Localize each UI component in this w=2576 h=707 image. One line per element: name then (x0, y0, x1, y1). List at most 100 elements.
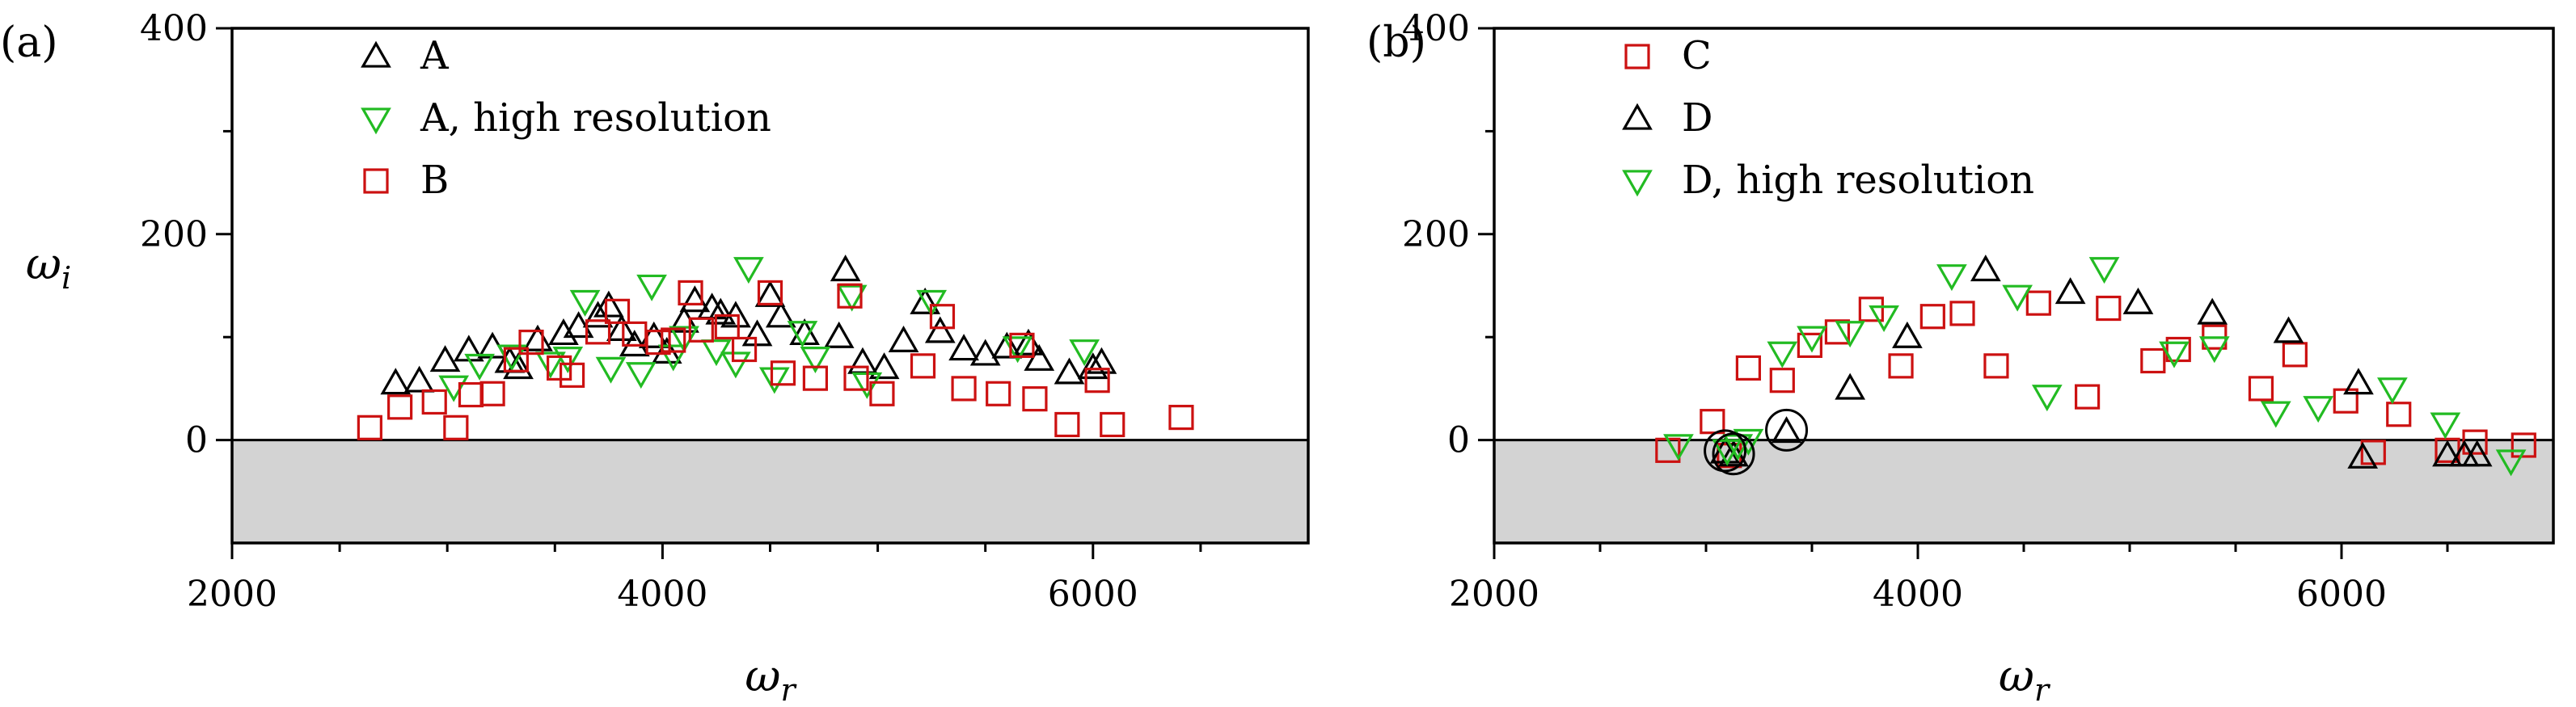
data-point (2347, 441, 2379, 469)
data-point (733, 257, 764, 284)
data-point (1869, 305, 1899, 333)
data-point (2122, 287, 2154, 314)
x-axis-label: ωr (745, 650, 797, 707)
data-point (2282, 342, 2308, 368)
data-point (2140, 347, 2166, 374)
legend-label: B (420, 158, 449, 203)
data-point (593, 290, 624, 318)
legend-marker (361, 40, 391, 68)
data-point (547, 355, 572, 381)
data-point (678, 280, 703, 306)
data-point (2025, 290, 2051, 316)
y-tick-label: 200 (1402, 214, 1470, 255)
data-point (1086, 347, 1117, 374)
data-point (2495, 449, 2527, 477)
data-point (2461, 440, 2493, 467)
data-point (2159, 341, 2190, 368)
data-point (754, 280, 786, 307)
data-point (479, 381, 505, 406)
data-point (1168, 404, 1194, 431)
plot-frame (1493, 27, 2555, 545)
data-point (625, 362, 657, 389)
data-point (2088, 257, 2120, 284)
panel-label: (a) (0, 19, 58, 67)
data-point (2096, 295, 2122, 322)
data-point (705, 297, 737, 325)
data-point (1797, 332, 1822, 358)
data-point (1767, 341, 1798, 368)
legend-marker (363, 168, 389, 194)
data-point (636, 274, 667, 301)
y-tick-label: 200 (140, 214, 208, 255)
data-point (800, 347, 831, 374)
data-point (2377, 377, 2408, 405)
data-point (518, 329, 544, 356)
data-point (802, 365, 829, 391)
data-point (604, 298, 631, 324)
data-point (869, 381, 895, 406)
highlight-circle (1712, 432, 1755, 476)
data-point (991, 331, 1023, 359)
legend-marker (1622, 170, 1653, 197)
data-point (387, 394, 413, 420)
data-point (823, 321, 855, 348)
series-b (357, 280, 1194, 440)
legend-label: A, high resolution (420, 95, 771, 141)
data-point (787, 321, 818, 348)
data-point (1936, 264, 1967, 292)
data-point (830, 255, 861, 282)
y-tick-label: 400 (140, 8, 208, 49)
y-tick-label: 0 (1447, 420, 1470, 461)
data-point (765, 301, 796, 328)
data-point (1054, 357, 1085, 385)
panel-a: 2000 4000 6000 0 200 400 A A, high resolution B (… (0, 8, 1310, 707)
data-point (2031, 385, 2063, 412)
data-point (910, 353, 936, 379)
data-point (951, 376, 977, 402)
data-point (559, 362, 585, 388)
legend-marker (361, 107, 391, 135)
data-point (1009, 332, 1035, 358)
data-point (2386, 402, 2412, 427)
data-point (2432, 440, 2463, 467)
data-point (645, 329, 671, 356)
data-point (661, 327, 686, 353)
data-point (1100, 411, 1125, 438)
panel-label: (b) (1366, 19, 1426, 67)
data-point (2002, 284, 2033, 312)
data-point (548, 318, 579, 346)
x-tick-label: 4000 (1873, 574, 1963, 615)
data-point (2333, 388, 2359, 414)
panel-b: 2000 4000 6000 0 200 400 CD D, high resolution (… (1366, 8, 2555, 707)
data-point (1970, 255, 2001, 282)
data-point (2260, 401, 2291, 428)
data-point (1919, 304, 1945, 330)
data-point (1835, 372, 1866, 400)
data-point (2430, 412, 2461, 440)
data-point (1084, 368, 1110, 393)
data-point (868, 352, 900, 380)
data-point (916, 289, 948, 317)
data-point (888, 325, 919, 352)
data-point (1663, 434, 1694, 461)
data-point (1024, 343, 1055, 371)
data-point (969, 339, 1001, 366)
y-tick-label: 400 (1402, 8, 1470, 49)
data-point (1013, 328, 1044, 356)
data-point (948, 334, 979, 361)
data-point (429, 345, 461, 372)
data-point (758, 367, 790, 394)
data-point (522, 324, 553, 351)
series-c (1655, 290, 2536, 469)
data-point (924, 316, 956, 343)
data-point (720, 351, 751, 379)
data-point (929, 304, 956, 330)
data-point (1949, 301, 1975, 326)
legend-label: D, high resolution (1682, 158, 2034, 203)
x-axis-label: ωr (1999, 650, 2051, 707)
data-point (1700, 409, 1725, 435)
data-point (2165, 336, 2191, 363)
data-point (714, 314, 740, 340)
data-point (1983, 353, 2009, 379)
